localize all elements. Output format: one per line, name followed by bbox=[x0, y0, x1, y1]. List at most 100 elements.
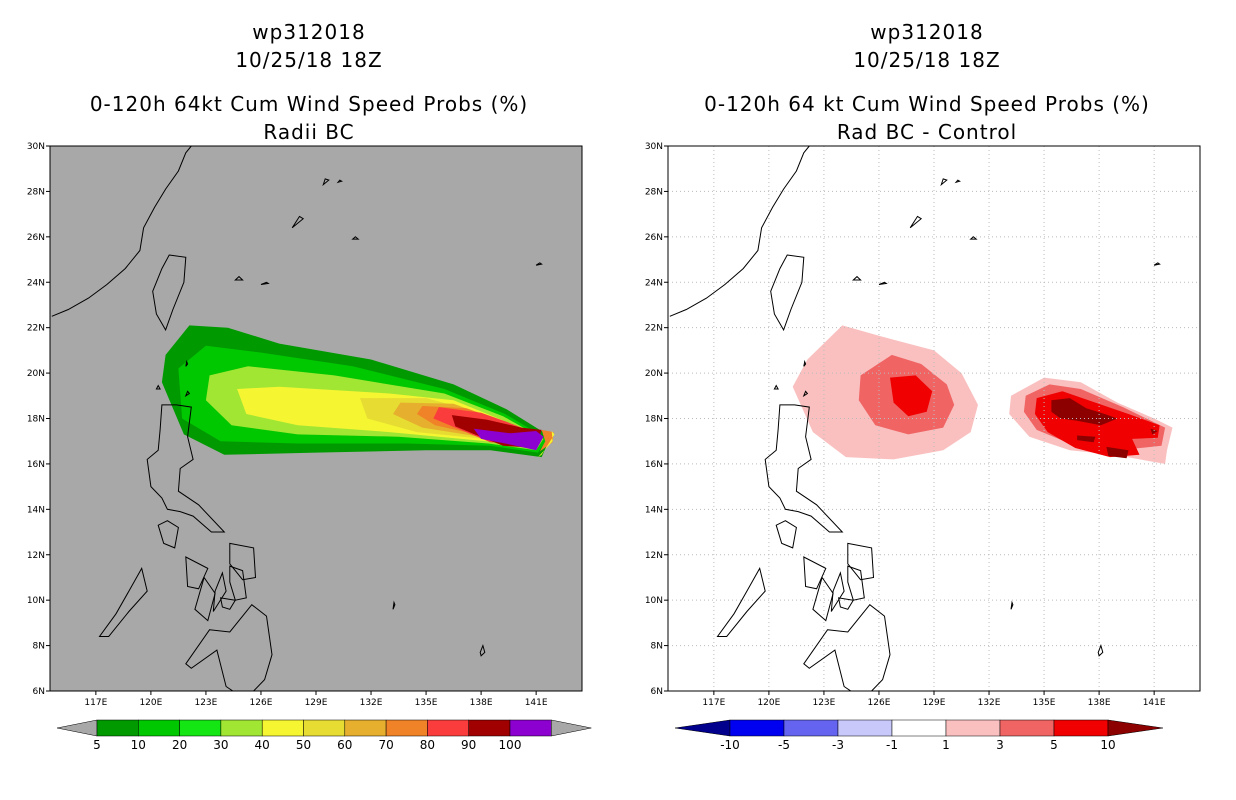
left-colorbar-left-triangle bbox=[56, 719, 98, 737]
coastline-9 bbox=[830, 571, 845, 612]
right-colorbar-label: 5 bbox=[1050, 738, 1058, 752]
left-colorbar-box bbox=[509, 719, 552, 737]
lat-label: 16N bbox=[645, 460, 663, 470]
lon-label: 120E bbox=[139, 698, 162, 708]
lon-label: 132E bbox=[978, 698, 1001, 708]
lon-label: 123E bbox=[194, 698, 217, 708]
coastline-4 bbox=[716, 567, 766, 637]
left-colorbar-box bbox=[427, 719, 469, 737]
coastline-14 bbox=[909, 215, 923, 229]
coastline-16 bbox=[969, 236, 978, 240]
lat-label: 18N bbox=[27, 415, 45, 425]
lon-label: 141E bbox=[1143, 698, 1166, 708]
left-colorbar-box bbox=[468, 719, 511, 737]
right-colorbar-label: 1 bbox=[942, 738, 950, 752]
coastline-13 bbox=[852, 275, 862, 281]
lat-label: 12N bbox=[27, 551, 45, 561]
coastline-21 bbox=[1010, 600, 1014, 610]
coastline-16 bbox=[351, 236, 360, 240]
lat-label: 14N bbox=[27, 505, 45, 515]
coastline-3 bbox=[775, 520, 797, 549]
coastline-21 bbox=[392, 600, 396, 610]
lat-label: 22N bbox=[27, 324, 45, 334]
right-title-storm: wp312018 bbox=[870, 20, 984, 44]
left-colorbar-box bbox=[96, 719, 139, 737]
coastline-22 bbox=[479, 644, 486, 657]
right-colorbar-box bbox=[837, 719, 893, 737]
right-colorbar-right-triangle bbox=[1107, 719, 1164, 737]
left-coastlines bbox=[51, 146, 543, 691]
lat-label: 30N bbox=[645, 142, 663, 152]
lat-label: 10N bbox=[645, 596, 663, 606]
left-colorbar-label: 50 bbox=[296, 738, 311, 752]
left-colorbar-box bbox=[344, 719, 387, 737]
lat-label: 28N bbox=[27, 187, 45, 197]
left-colorbar-label: 20 bbox=[172, 738, 187, 752]
left-colorbar-box bbox=[385, 719, 428, 737]
left-colorbar-box bbox=[138, 719, 180, 737]
lat-label: 18N bbox=[645, 415, 663, 425]
left-title-subtitle: Radii BC bbox=[263, 120, 355, 144]
lat-label: 24N bbox=[27, 278, 45, 288]
left-map: 30N 28N 26N 24N 22N 20N 18N 16N 14N 12N 10N 8N 6N 117… bbox=[27, 142, 592, 752]
left-title-date: 10/25/18 18Z bbox=[235, 48, 383, 72]
left-colorbar-box bbox=[303, 719, 346, 737]
left-colorbar-label: 90 bbox=[461, 738, 476, 752]
lon-label: 141E bbox=[525, 698, 548, 708]
left-prob-contour bbox=[538, 431, 555, 458]
left-colorbar-label: 40 bbox=[255, 738, 270, 752]
right-colorbar-box bbox=[945, 719, 1001, 737]
coastline-8 bbox=[812, 576, 834, 622]
right-map-frame bbox=[667, 145, 1201, 692]
lon-label: 129E bbox=[305, 698, 328, 708]
left-colorbar-label: 30 bbox=[213, 738, 228, 752]
coastline-12 bbox=[260, 281, 270, 285]
coastline-1 bbox=[152, 254, 187, 332]
coastline-14 bbox=[291, 215, 305, 229]
coastline-15 bbox=[940, 178, 948, 187]
lat-label: 20N bbox=[27, 369, 45, 379]
right-colorbar-label: -5 bbox=[778, 738, 790, 752]
left-colorbar-box bbox=[220, 719, 263, 737]
right-map: 30N 28N 26N 24N 22N 20N 18N 16N 14N 12N 10N 8N 6N 117… bbox=[645, 142, 1201, 752]
lon-label: 138E bbox=[1088, 698, 1111, 708]
coastline-5 bbox=[847, 542, 875, 581]
lat-label: 30N bbox=[27, 142, 45, 152]
coastline-6 bbox=[229, 565, 247, 601]
lat-label: 8N bbox=[33, 642, 45, 652]
coastline-8 bbox=[194, 576, 216, 622]
lat-label: 20N bbox=[645, 369, 663, 379]
lon-label: 138E bbox=[470, 698, 493, 708]
right-diff-contour bbox=[890, 375, 933, 417]
right-colorbar-label: -10 bbox=[720, 738, 740, 752]
lat-label: 6N bbox=[651, 687, 663, 697]
left-colorbar-label: 80 bbox=[420, 738, 435, 752]
lon-label: 135E bbox=[415, 698, 438, 708]
lat-label: 8N bbox=[651, 642, 663, 652]
coastline-17 bbox=[954, 179, 961, 184]
right-diff-contour bbox=[1106, 446, 1129, 459]
right-colorbar-label: 10 bbox=[1100, 738, 1115, 752]
coastline-11 bbox=[185, 604, 273, 691]
lat-label: 12N bbox=[645, 551, 663, 561]
lon-label: 117E bbox=[84, 698, 107, 708]
coastline-15 bbox=[322, 178, 330, 187]
lat-label: 14N bbox=[645, 505, 663, 515]
coastline-5 bbox=[229, 542, 257, 581]
coastline-7 bbox=[185, 556, 209, 590]
right-colorbar-box bbox=[783, 719, 839, 737]
coastline-11 bbox=[803, 604, 891, 691]
lon-label: 126E bbox=[868, 698, 891, 708]
coastline-0 bbox=[669, 146, 810, 317]
coastline-18 bbox=[155, 384, 161, 390]
right-colorbar-label: 3 bbox=[996, 738, 1004, 752]
left-prob-contour bbox=[539, 429, 554, 452]
right-colorbar-label: -1 bbox=[886, 738, 898, 752]
coastline-2 bbox=[764, 404, 844, 533]
coastline-23 bbox=[535, 262, 543, 266]
coastline-10 bbox=[219, 597, 237, 610]
coastline-1 bbox=[770, 254, 805, 332]
lat-label: 26N bbox=[645, 233, 663, 243]
lon-label: 123E bbox=[812, 698, 835, 708]
right-colorbar-box bbox=[999, 719, 1055, 737]
